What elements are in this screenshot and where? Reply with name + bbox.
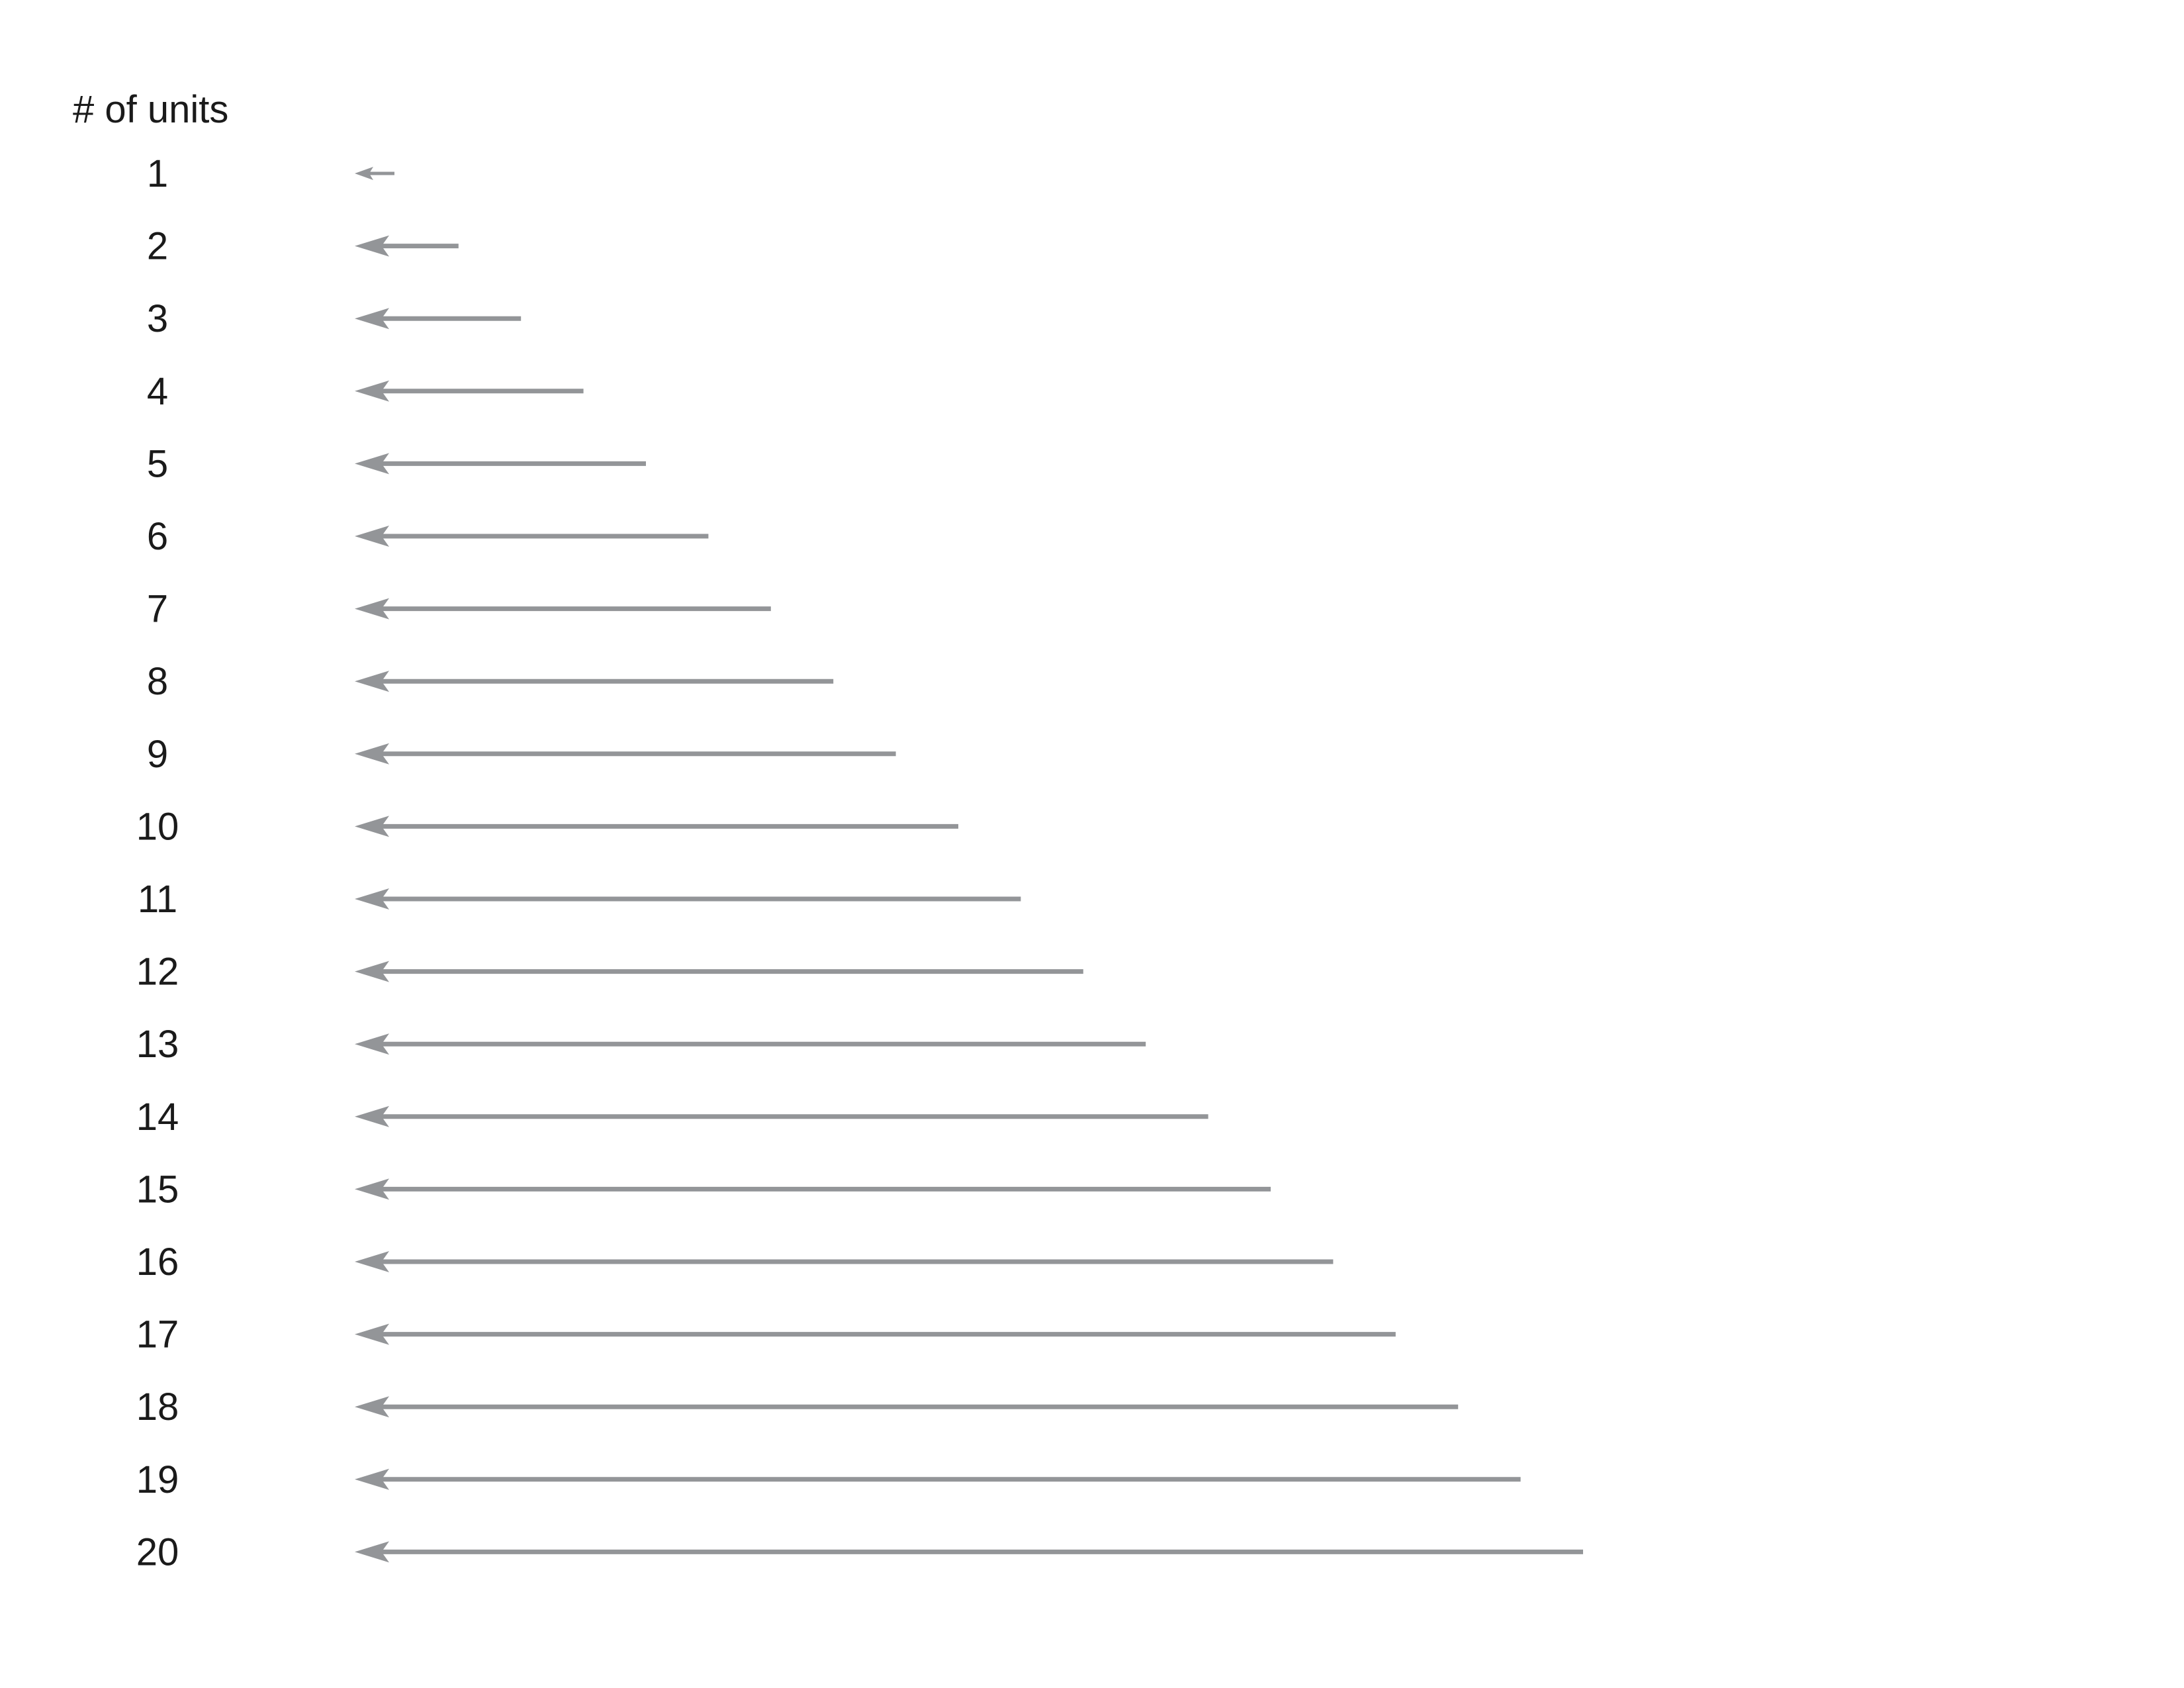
row-label: 20 (136, 1530, 179, 1573)
arrow-head (355, 1541, 389, 1563)
row-label: 17 (136, 1313, 179, 1356)
arrow-head (355, 816, 389, 837)
row-arrow (355, 671, 834, 692)
row-label: 13 (136, 1023, 179, 1066)
row-label: 8 (147, 660, 168, 703)
row-label: 12 (136, 951, 179, 994)
row-arrow (355, 235, 459, 257)
units-column-header: # of units (73, 88, 228, 131)
row-arrow (355, 526, 709, 547)
row-arrow (355, 1178, 1271, 1200)
row-arrow (355, 167, 394, 180)
arrow-head (355, 671, 389, 692)
arrow-head (355, 1468, 389, 1490)
row-label: 3 (147, 297, 168, 340)
arrow-head (355, 961, 389, 982)
arrow-head (355, 743, 389, 765)
row-label: 2 (147, 225, 168, 268)
row-arrow (355, 1323, 1396, 1345)
row-arrow (355, 598, 771, 620)
row-arrow (355, 1396, 1459, 1418)
row-label: 6 (147, 515, 168, 558)
row-label: 7 (147, 588, 168, 631)
arrow-head (355, 308, 389, 330)
arrow-head (355, 380, 389, 402)
arrow-head (355, 167, 373, 180)
row-label: 10 (136, 805, 179, 848)
row-label: 15 (136, 1168, 179, 1211)
row-arrow (355, 380, 584, 402)
arrow-head (355, 1178, 389, 1200)
arrow-head (355, 1396, 389, 1418)
arrow-head (355, 598, 389, 620)
row-label: 11 (138, 878, 177, 921)
row-label: 19 (136, 1458, 179, 1501)
arrow-head (355, 1251, 389, 1272)
row-arrow (355, 1033, 1146, 1055)
row-label: 5 (147, 442, 168, 485)
arrow-head (355, 235, 389, 257)
arrow-head (355, 1323, 389, 1345)
row-label: 9 (147, 733, 168, 776)
row-label: 18 (136, 1385, 179, 1429)
row-arrow (355, 308, 522, 330)
row-arrow (355, 961, 1083, 982)
row-arrow (355, 816, 958, 837)
row-arrow (355, 1541, 1583, 1563)
arrow-head (355, 526, 389, 547)
arrow-head (355, 453, 389, 475)
row-label: 14 (136, 1096, 179, 1139)
arrow-head (355, 1105, 389, 1127)
row-arrow (355, 453, 646, 475)
arrow-head (355, 1033, 389, 1055)
row-arrow (355, 1105, 1208, 1127)
row-arrow (355, 743, 896, 765)
row-arrow (355, 888, 1021, 910)
arrow-head (355, 888, 389, 910)
row-arrow (355, 1251, 1334, 1272)
row-arrow (355, 1468, 1521, 1490)
row-label: 16 (136, 1241, 179, 1284)
row-label: 1 (147, 152, 168, 195)
row-label: 4 (147, 370, 168, 413)
